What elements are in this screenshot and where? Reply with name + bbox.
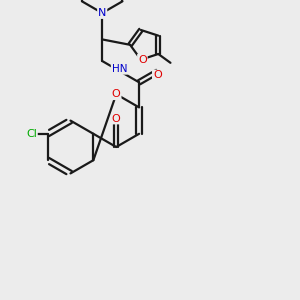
Text: O: O bbox=[153, 70, 162, 80]
Text: N: N bbox=[98, 8, 106, 18]
Text: Cl: Cl bbox=[26, 129, 37, 139]
Text: O: O bbox=[138, 55, 147, 65]
Text: O: O bbox=[112, 89, 121, 99]
Text: O: O bbox=[112, 113, 121, 124]
Text: HN: HN bbox=[112, 64, 127, 74]
